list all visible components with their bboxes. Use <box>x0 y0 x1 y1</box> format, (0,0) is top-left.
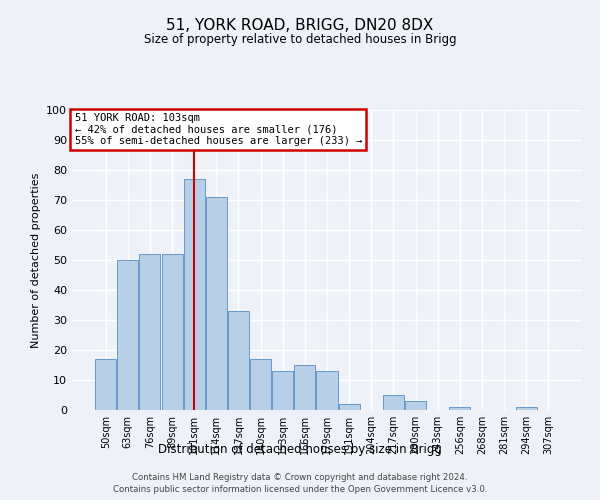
Text: Size of property relative to detached houses in Brigg: Size of property relative to detached ho… <box>143 32 457 46</box>
Text: 51 YORK ROAD: 103sqm
← 42% of detached houses are smaller (176)
55% of semi-deta: 51 YORK ROAD: 103sqm ← 42% of detached h… <box>74 113 362 146</box>
Bar <box>405 401 426 410</box>
Text: Contains HM Land Registry data © Crown copyright and database right 2024.: Contains HM Land Registry data © Crown c… <box>132 472 468 482</box>
Bar <box>338 404 359 410</box>
Bar <box>228 311 249 410</box>
Bar <box>449 407 470 410</box>
Bar <box>316 371 338 410</box>
Bar <box>383 395 404 410</box>
Bar <box>206 197 227 410</box>
Text: Contains public sector information licensed under the Open Government Licence v3: Contains public sector information licen… <box>113 485 487 494</box>
Bar <box>118 260 139 410</box>
Bar <box>250 359 271 410</box>
Bar <box>184 179 205 410</box>
Text: 51, YORK ROAD, BRIGG, DN20 8DX: 51, YORK ROAD, BRIGG, DN20 8DX <box>166 18 434 32</box>
Bar <box>515 407 536 410</box>
Bar <box>161 254 182 410</box>
Y-axis label: Number of detached properties: Number of detached properties <box>31 172 41 348</box>
Bar <box>295 365 316 410</box>
Text: Distribution of detached houses by size in Brigg: Distribution of detached houses by size … <box>158 442 442 456</box>
Bar <box>139 254 160 410</box>
Bar <box>272 371 293 410</box>
Bar <box>95 359 116 410</box>
